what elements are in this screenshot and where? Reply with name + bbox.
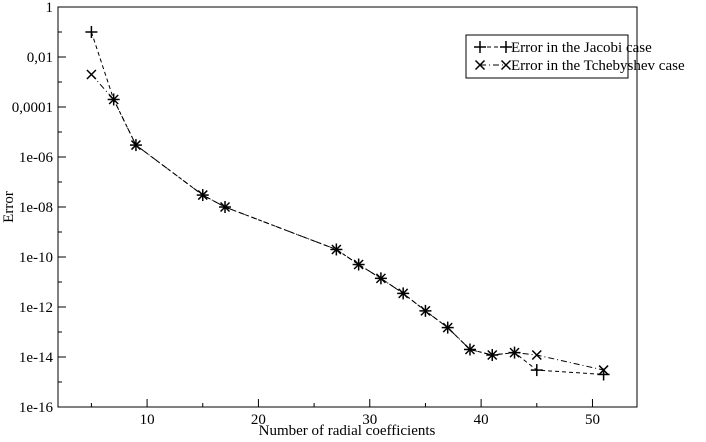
legend-entry-tchebyshev: Error in the Tchebyshev case [511,58,685,74]
legend-marker [474,59,486,71]
data-point [442,322,453,333]
y-axis-ticks: 1 0,01 0,0001 1e-06 1e-08 1e-10 1e-12 1e-14 1e-1… [12,0,66,416]
legend-samples [474,41,512,71]
series-tchebyshev [86,69,609,376]
legend-marker [500,59,512,71]
y-tick-label: 1e-10 [19,250,53,266]
x-tick-label: 50 [585,412,600,428]
series-jacobi [85,26,610,381]
y-tick-label: 1e-14 [19,350,54,366]
data-point [219,201,231,213]
x-tick-label: 30 [362,412,377,428]
data-point [108,94,119,105]
y-tick-label: 1 [46,0,54,16]
legend-box [465,34,629,79]
data-point [487,349,498,361]
legend-entry-jacobi: Error in the Jacobi case [511,40,652,56]
data-point [398,288,409,299]
data-point [375,273,386,284]
data-point [353,259,364,270]
data-point [464,344,476,355]
x-tick-label: 10 [140,412,155,428]
legend: Error in the Jacobi case Error in the Tc… [465,34,685,79]
legend-marker [474,41,486,53]
x-axis-label: Number of radial coefficients [259,423,436,439]
series-layer [85,26,610,381]
y-tick-label: 1e-08 [19,200,53,216]
y-tick-label: 1e-12 [19,300,53,316]
y-tick-label: 0,0001 [12,100,53,116]
data-point [86,69,97,80]
data-point [130,140,141,151]
x-tick-label: 20 [251,412,266,428]
legend-marker [500,41,512,53]
data-point [530,364,543,377]
data-point [531,349,542,361]
y-tick-label: 1e-06 [19,150,54,166]
series-line [90,31,604,375]
y-tick-label: 0,01 [27,50,53,66]
data-point [420,305,431,316]
series-line [91,74,604,371]
x-tick-label: 40 [474,412,489,428]
data-point [197,190,208,201]
y-axis-label: Error [1,191,17,223]
data-point [598,365,609,376]
data-point [509,347,520,358]
y-tick-label: 1e-16 [19,400,54,416]
x-axis-ticks: 10 20 30 40 50 [90,399,600,428]
data-point [85,26,98,38]
data-point [331,244,342,255]
